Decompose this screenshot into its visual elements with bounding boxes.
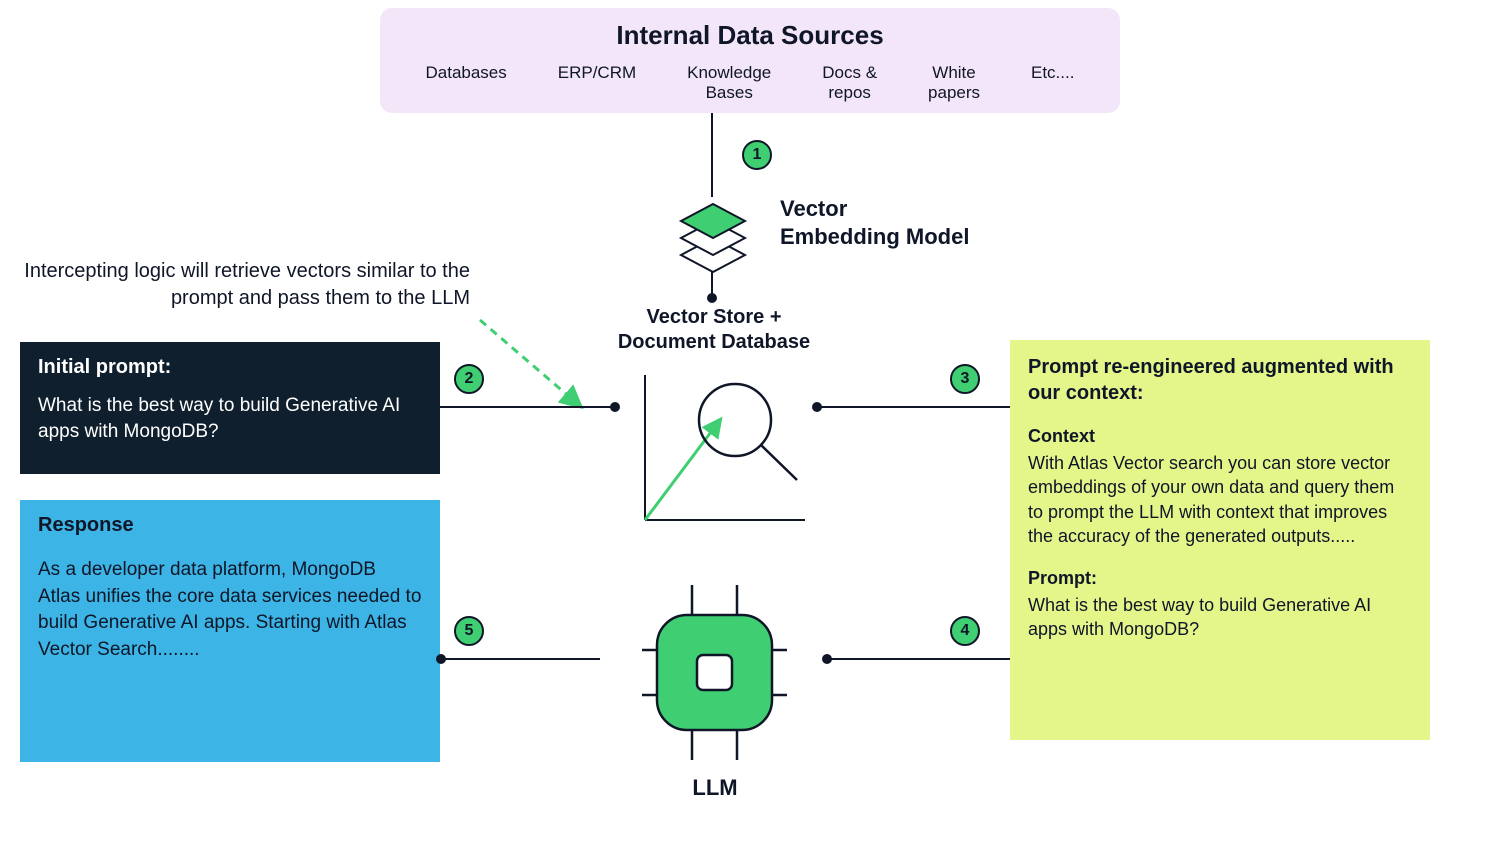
source-etc: Etc....: [1031, 63, 1074, 104]
augmented-context-body: With Atlas Vector search you can store v…: [1028, 451, 1412, 548]
step-5-badge: 5: [454, 616, 484, 646]
internal-data-sources-title: Internal Data Sources: [400, 20, 1100, 51]
augmented-prompt-label: Prompt:: [1028, 568, 1412, 589]
vector-store-label: Vector Store + Document Database: [584, 305, 844, 355]
source-erp-crm: ERP/CRM: [558, 63, 636, 104]
source-databases: Databases: [425, 63, 506, 104]
connector-dot-2: [610, 402, 620, 412]
internal-data-sources-box: Internal Data Sources Databases ERP/CRM …: [380, 8, 1120, 113]
augmented-prompt-box: Prompt re-engineered augmented with our …: [1010, 340, 1430, 740]
initial-prompt-body: What is the best way to build Generative…: [38, 393, 422, 444]
augmented-prompt-body: What is the best way to build Generative…: [1028, 593, 1412, 642]
response-box: Response As a developer data platform, M…: [20, 500, 440, 762]
intercepting-logic-text: Intercepting logic will retrieve vectors…: [20, 258, 470, 312]
vector-store-graph-icon: [625, 365, 815, 535]
source-docs-repos: Docs & repos: [822, 63, 877, 104]
connector-prompt-to-store: [440, 406, 615, 408]
connector-dot-4: [822, 654, 832, 664]
connector-store-to-augmented: [816, 406, 1010, 408]
response-body: As a developer data platform, MongoDB At…: [38, 557, 422, 663]
vector-embedding-model-label: Vector Embedding Model: [780, 195, 969, 250]
step-3-badge: 3: [950, 364, 980, 394]
step-2-badge: 2: [454, 364, 484, 394]
initial-prompt-box: Initial prompt: What is the best way to …: [20, 342, 440, 474]
connector-llm-to-response: [440, 658, 600, 660]
connector-dot-5: [436, 654, 446, 664]
connector-dot-embedding: [707, 293, 717, 303]
source-knowledge-bases: Knowledge Bases: [687, 63, 771, 104]
vector-embedding-model-icon: [660, 190, 766, 280]
internal-data-sources-items: Databases ERP/CRM Knowledge Bases Docs &…: [400, 63, 1100, 104]
response-header: Response: [38, 514, 422, 537]
connector-top-to-embedding: [711, 113, 713, 197]
initial-prompt-header: Initial prompt:: [38, 356, 422, 379]
source-white-papers: White papers: [928, 63, 980, 104]
augmented-header: Prompt re-engineered augmented with our …: [1028, 354, 1412, 406]
augmented-context-label: Context: [1028, 426, 1412, 447]
connector-augmented-to-llm: [826, 658, 1010, 660]
llm-chip-icon: [642, 580, 787, 765]
step-4-badge: 4: [950, 616, 980, 646]
connector-dot-3: [812, 402, 822, 412]
llm-label: LLM: [660, 775, 770, 801]
step-1-badge: 1: [742, 140, 772, 170]
